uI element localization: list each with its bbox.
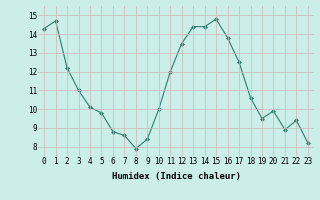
X-axis label: Humidex (Indice chaleur): Humidex (Indice chaleur) [111, 172, 241, 181]
